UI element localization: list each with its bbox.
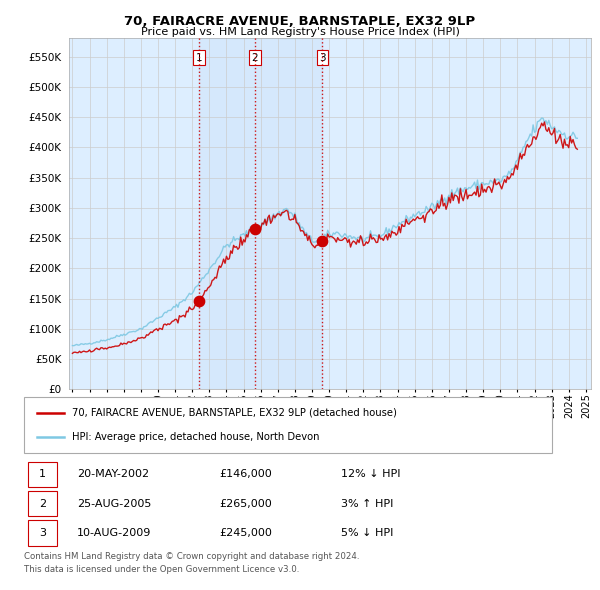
Text: £265,000: £265,000 bbox=[220, 499, 272, 509]
Text: 1: 1 bbox=[39, 470, 46, 479]
Text: 25-AUG-2005: 25-AUG-2005 bbox=[77, 499, 151, 509]
FancyBboxPatch shape bbox=[28, 491, 57, 516]
FancyBboxPatch shape bbox=[28, 461, 57, 487]
Text: £245,000: £245,000 bbox=[220, 528, 272, 538]
FancyBboxPatch shape bbox=[28, 520, 57, 546]
Text: This data is licensed under the Open Government Licence v3.0.: This data is licensed under the Open Gov… bbox=[24, 565, 299, 574]
Text: 10-AUG-2009: 10-AUG-2009 bbox=[77, 528, 151, 538]
Text: 2: 2 bbox=[39, 499, 46, 509]
Text: Price paid vs. HM Land Registry's House Price Index (HPI): Price paid vs. HM Land Registry's House … bbox=[140, 27, 460, 37]
Text: 3: 3 bbox=[319, 53, 326, 63]
FancyBboxPatch shape bbox=[24, 397, 552, 453]
Text: 20-MAY-2002: 20-MAY-2002 bbox=[77, 470, 149, 479]
Text: 2: 2 bbox=[251, 53, 258, 63]
Text: £146,000: £146,000 bbox=[220, 470, 272, 479]
Text: Contains HM Land Registry data © Crown copyright and database right 2024.: Contains HM Land Registry data © Crown c… bbox=[24, 552, 359, 560]
Text: 5% ↓ HPI: 5% ↓ HPI bbox=[341, 528, 393, 538]
Point bbox=[194, 296, 203, 306]
Text: 70, FAIRACRE AVENUE, BARNSTAPLE, EX32 9LP: 70, FAIRACRE AVENUE, BARNSTAPLE, EX32 9L… bbox=[124, 15, 476, 28]
Text: 70, FAIRACRE AVENUE, BARNSTAPLE, EX32 9LP (detached house): 70, FAIRACRE AVENUE, BARNSTAPLE, EX32 9L… bbox=[71, 408, 397, 418]
Text: 3% ↑ HPI: 3% ↑ HPI bbox=[341, 499, 393, 509]
Text: 1: 1 bbox=[196, 53, 202, 63]
Bar bbox=[199, 38, 322, 389]
Text: HPI: Average price, detached house, North Devon: HPI: Average price, detached house, Nort… bbox=[71, 432, 319, 442]
Point bbox=[317, 237, 327, 246]
Text: 3: 3 bbox=[39, 528, 46, 538]
Text: 12% ↓ HPI: 12% ↓ HPI bbox=[341, 470, 400, 479]
Point bbox=[250, 224, 259, 234]
